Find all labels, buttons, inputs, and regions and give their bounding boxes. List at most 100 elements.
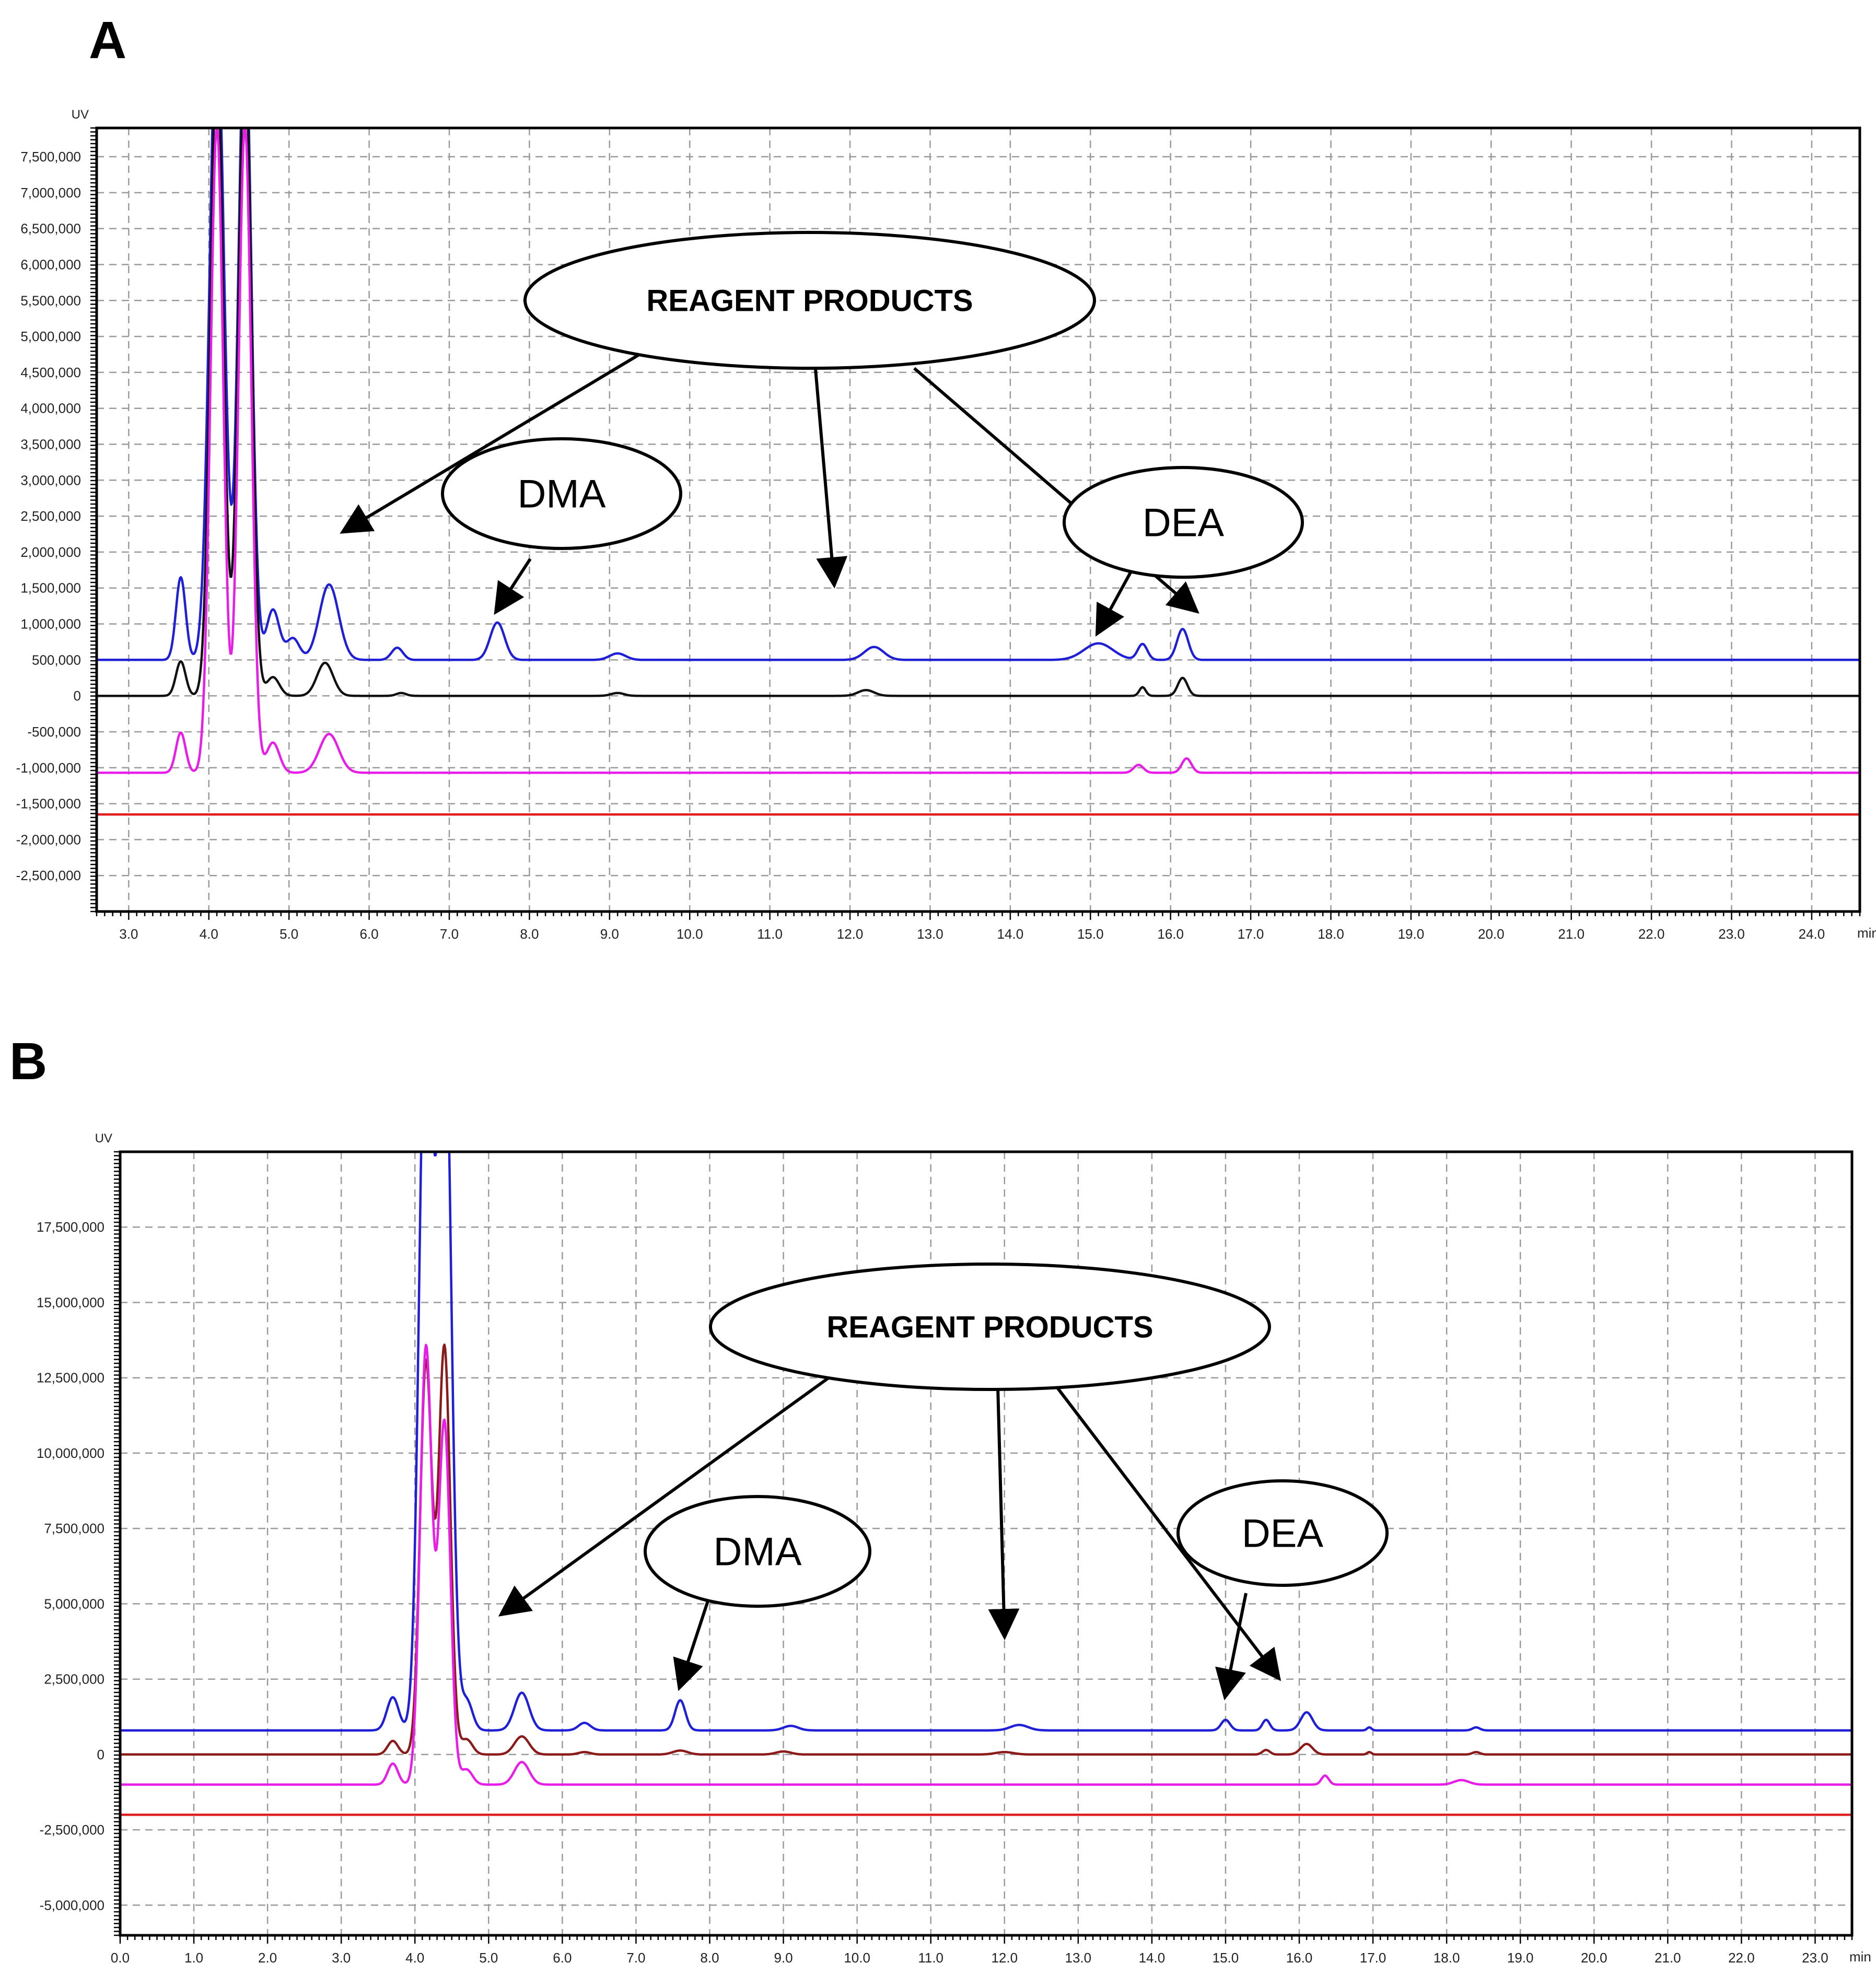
annotation-arrow — [498, 1375, 832, 1617]
x-tick-label: 15.0 — [1077, 926, 1104, 942]
y-tick-label: 17,500,000 — [37, 1219, 104, 1235]
x-tick-label: 5.0 — [479, 1950, 498, 1966]
series-line-magenta-trace — [120, 1343, 1852, 1786]
panel-label-a: A — [89, 11, 127, 69]
series-line-blue-trace — [120, 1152, 1852, 1732]
x-tick-label: 13.0 — [1065, 1950, 1092, 1966]
annotation-arrow — [494, 558, 532, 615]
y-tick-label: 4,500,000 — [20, 365, 81, 380]
y-tick-label: 5,500,000 — [20, 293, 81, 308]
chart-panel-a: 3.0 4.0 5.0 6.0 7.0 8.0 9.0 10.0 11.0 12.0 13.0 14.… — [16, 108, 1876, 942]
x-tick-label: 12.0 — [837, 926, 864, 942]
chart-panel-b: 0.0 1.0 2.0 3.0 4.0 5.0 6.0 7.0 8.0 9.0 10.0 11.0 12… — [37, 1131, 1871, 1966]
y-tick-label: -5,000,000 — [40, 1897, 104, 1913]
x-tick-label: 24.0 — [1799, 926, 1825, 942]
annotation-dea: DEA — [1063, 466, 1304, 637]
annotation-bubble — [441, 437, 682, 550]
y-tick-label: 3,500,000 — [20, 437, 81, 452]
x-tick-label: 7.0 — [440, 926, 459, 942]
x-tick-label: 21.0 — [1558, 926, 1584, 942]
x-tick-label: 22.0 — [1638, 926, 1665, 942]
x-tick-label: 3.0 — [332, 1950, 351, 1966]
annotation-label: DEA — [1242, 1512, 1324, 1556]
x-tick-label: 15.0 — [1213, 1950, 1239, 1966]
y-tick-label: 5,000,000 — [20, 329, 81, 344]
y-tick-label: 6,000,000 — [20, 256, 81, 272]
x-tick-label: 10.0 — [677, 926, 703, 942]
y-tick-label: 2,500,000 — [20, 508, 81, 524]
x-tick-label: 11.0 — [757, 926, 783, 942]
series-line-black-trace — [97, 128, 1860, 697]
y-tick-label: -1,500,000 — [16, 796, 81, 812]
y-tick-label: 5,000,000 — [44, 1596, 104, 1611]
x-axis: 0.0 1.0 2.0 3.0 4.0 5.0 6.0 7.0 8.0 9.0 10.0 11.0 12… — [111, 1935, 1871, 1966]
x-tick-label: 4.0 — [405, 1950, 424, 1966]
y-tick-label: 4,000,000 — [20, 401, 81, 416]
y-tick-label: 12,500,000 — [37, 1370, 104, 1386]
x-tick-label: 6.0 — [360, 926, 379, 942]
annotation-bubble — [1176, 1479, 1389, 1587]
annotation-arrow — [1095, 566, 1135, 637]
series-line-dark-red-trace — [120, 1343, 1852, 1756]
panel-label-b: B — [9, 1032, 48, 1091]
x-tick-label: 4.0 — [200, 926, 218, 942]
y-axis-label: UV — [72, 108, 89, 122]
annotation-label: DMA — [518, 472, 606, 517]
y-tick-label: 0 — [74, 688, 81, 704]
x-tick-label: 7.0 — [626, 1950, 645, 1966]
y-tick-label: 0 — [97, 1747, 104, 1762]
annotation-bubble — [709, 1263, 1271, 1391]
y-tick-label: 1,000,000 — [20, 616, 81, 632]
y-tick-label: 1,500,000 — [20, 580, 81, 596]
annotation-arrow — [988, 1386, 1020, 1641]
annotation-dma: DMA — [441, 437, 682, 615]
x-tick-label: 14.0 — [1139, 1950, 1166, 1966]
x-tick-label: 5.0 — [279, 926, 298, 942]
annotation-reagent-products: REAGENT PRODUCTS — [498, 1263, 1281, 1681]
trace-group — [120, 1152, 1852, 1816]
y-tick-label: 10,000,000 — [37, 1445, 104, 1461]
annotation-label: REAGENT PRODUCTS — [826, 1310, 1153, 1344]
annotation-label: DMA — [714, 1530, 802, 1574]
trace-group — [97, 128, 1860, 816]
x-tick-label: 1.0 — [184, 1950, 203, 1966]
annotation-bubble — [1063, 466, 1304, 579]
x-tick-label: 16.0 — [1286, 1950, 1313, 1966]
x-tick-label: 14.0 — [997, 926, 1024, 942]
y-tick-label: 15,000,000 — [37, 1294, 104, 1310]
x-tick-label: 9.0 — [774, 1950, 793, 1966]
annotation-bubble — [644, 1495, 871, 1608]
x-tick-label: 8.0 — [520, 926, 539, 942]
x-tick-label: 6.0 — [553, 1950, 572, 1966]
y-axis: 7,500,000 7,000,000 6,500,000 6,000,000 5,50… — [16, 108, 97, 913]
annotation-arrow — [673, 1600, 709, 1691]
x-tick-label: 12.0 — [991, 1950, 1018, 1966]
x-tick-label: 10.0 — [844, 1950, 870, 1966]
x-tick-label: 22.0 — [1728, 1950, 1755, 1966]
x-tick-label: 9.0 — [600, 926, 619, 942]
x-tick-label: 11.0 — [918, 1950, 943, 1966]
series-line-magenta-trace — [97, 128, 1860, 774]
x-tick-label: 23.0 — [1718, 926, 1745, 942]
y-tick-label: 2,500,000 — [44, 1672, 104, 1687]
x-tick-label: 18.0 — [1434, 1950, 1460, 1966]
x-axis: 3.0 4.0 5.0 6.0 7.0 8.0 9.0 10.0 11.0 12.0 13.0 14.… — [96, 911, 1876, 942]
annotation-arrow — [1215, 1593, 1248, 1701]
x-axis-label: min — [1857, 925, 1876, 941]
y-tick-label: -2,500,000 — [16, 868, 81, 883]
annotation-arrow — [340, 351, 644, 534]
y-axis-label: UV — [95, 1131, 112, 1146]
x-tick-label: 18.0 — [1318, 926, 1344, 942]
annotation-reagent-products: REAGENT PRODUCTS — [340, 231, 1199, 614]
y-tick-label: 6,500,000 — [20, 221, 81, 237]
y-tick-label: -1,000,000 — [16, 760, 81, 776]
annotation-arrow — [813, 363, 848, 589]
y-tick-label: -2,500,000 — [40, 1822, 104, 1838]
y-tick-label: -2,000,000 — [16, 832, 81, 847]
y-tick-label: 3,000,000 — [20, 472, 81, 488]
x-tick-label: 23.0 — [1802, 1950, 1828, 1966]
x-tick-label: 21.0 — [1654, 1950, 1681, 1966]
x-tick-label: 19.0 — [1398, 926, 1425, 942]
y-tick-label: 500,000 — [32, 652, 81, 668]
